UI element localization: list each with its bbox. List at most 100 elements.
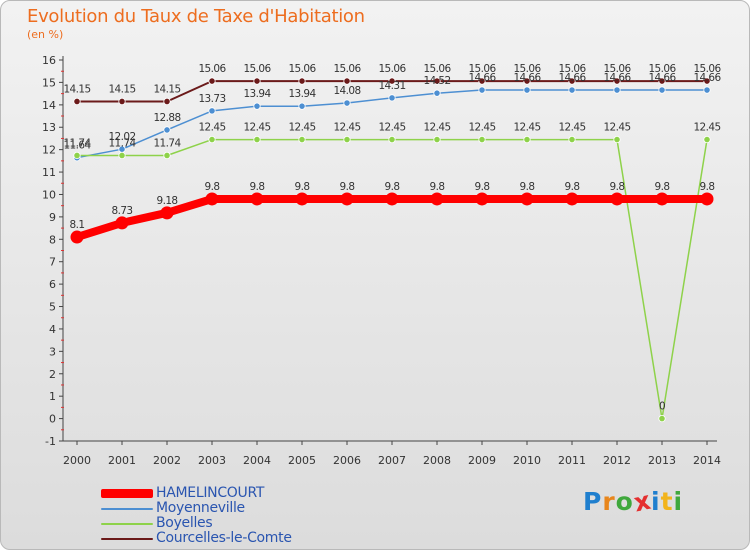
data-point-moyenneville	[568, 86, 576, 94]
data-label-hamelincourt: 9.8	[205, 181, 220, 193]
data-label-moyenneville: 12.02	[108, 131, 135, 143]
data-point-boyelles	[433, 135, 441, 144]
chart-title: Evolution du Taux de Taxe d'Habitation	[27, 6, 365, 27]
data-point-moyenneville	[703, 86, 711, 94]
data-label-courcelles-le-comte: 15.06	[243, 63, 271, 75]
data-label-moyenneville: 14.66	[558, 72, 586, 84]
data-labels: 8.1 8.73 9.18 9.8 9.8 9.8 9.8 9.8 9.8 9.8 9.8 9.8 9.…	[63, 63, 722, 413]
data-label-boyelles: 11.74	[63, 137, 91, 149]
x-tick-label: 2010	[513, 454, 541, 467]
proxiti-logo: Proxiti	[583, 486, 684, 518]
data-label-boyelles: 12.45	[423, 122, 450, 134]
data-label-courcelles-le-comte: 15.06	[198, 63, 226, 75]
data-label-boyelles: 12.45	[513, 122, 540, 134]
data-label-boyelles: 12.45	[243, 122, 270, 134]
legend-label: HAMELINCOURT	[156, 485, 265, 501]
data-point-courcelles-le-comte	[118, 97, 126, 106]
data-point-courcelles-le-comte	[433, 77, 441, 85]
data-label-moyenneville: 13.73	[198, 93, 225, 105]
y-tick-label: 10	[42, 188, 56, 201]
x-tick-label: 2012	[603, 454, 631, 467]
x-tick-label: 2008	[423, 454, 451, 467]
data-point-boyelles	[208, 135, 216, 144]
x-tick-label: 2011	[558, 454, 586, 467]
x-tick-label: 2006	[333, 454, 361, 467]
data-point-boyelles	[253, 135, 261, 144]
data-label-boyelles: 12.45	[558, 122, 585, 134]
data-point-boyelles	[613, 135, 621, 144]
data-point-moyenneville	[343, 99, 351, 107]
y-tick-label: 11	[42, 166, 56, 179]
data-point-boyelles	[343, 135, 351, 144]
data-point-hamelincourt	[475, 192, 489, 206]
data-point-boyelles	[118, 151, 126, 160]
y-tick-label: 14	[42, 99, 56, 112]
legend-swatch	[101, 489, 153, 498]
data-label-moyenneville: 14.52	[423, 75, 450, 87]
y-tick-label: 3	[49, 345, 56, 358]
data-label-courcelles-le-comte: 14.15	[153, 83, 180, 95]
data-point-hamelincourt	[295, 192, 309, 206]
data-point-boyelles	[478, 135, 486, 144]
data-point-boyelles	[388, 135, 396, 144]
data-label-hamelincourt: 9.8	[430, 181, 445, 193]
data-label-hamelincourt: 9.8	[565, 181, 580, 193]
y-tick-label: 1	[49, 390, 56, 403]
data-point-courcelles-le-comte	[253, 77, 261, 85]
data-label-boyelles: 11.74	[108, 137, 136, 149]
data-label-hamelincourt: 9.8	[295, 181, 310, 193]
data-label-hamelincourt: 9.8	[340, 181, 355, 193]
y-tick-label: 5	[49, 301, 56, 314]
data-point-courcelles-le-comte	[658, 77, 666, 85]
data-label-hamelincourt: 9.8	[475, 181, 490, 193]
data-point-courcelles-le-comte	[343, 77, 351, 85]
data-point-hamelincourt	[430, 192, 444, 206]
x-tick-label: 2002	[153, 454, 181, 467]
data-point-courcelles-le-comte	[568, 77, 576, 85]
y-tick-label: 2	[49, 368, 56, 381]
data-label-courcelles-le-comte: 15.06	[378, 63, 406, 75]
data-point-moyenneville	[658, 86, 666, 94]
data-label-courcelles-le-comte: 15.06	[468, 63, 496, 75]
data-point-boyelles	[73, 151, 81, 160]
logo-letter: r	[602, 487, 616, 516]
data-label-boyelles: 12.45	[693, 122, 720, 134]
data-label-courcelles-le-comte: 15.06	[648, 63, 676, 75]
data-label-courcelles-le-comte: 15.06	[423, 63, 451, 75]
data-point-courcelles-le-comte	[523, 77, 531, 85]
data-label-courcelles-le-comte: 14.15	[63, 83, 90, 95]
data-label-moyenneville: 13.94	[243, 88, 271, 100]
data-point-boyelles	[298, 135, 306, 144]
x-tick-label: 2004	[243, 454, 271, 467]
legend-swatch	[101, 538, 153, 540]
x-tick-label: 2000	[63, 454, 91, 467]
data-point-boyelles	[568, 135, 576, 144]
legend-swatch	[101, 523, 153, 525]
data-point-boyelles	[163, 151, 171, 160]
x-tick-label: 2007	[378, 454, 406, 467]
y-tick-label: 6	[49, 278, 56, 291]
data-label-hamelincourt: 8.1	[70, 219, 85, 231]
y-tick-label: -1	[45, 435, 56, 448]
data-point-moyenneville	[208, 107, 216, 115]
data-label-moyenneville: 14.66	[693, 72, 721, 84]
logo-letter: i	[673, 487, 684, 516]
data-point-boyelles	[523, 135, 531, 144]
data-label-moyenneville: 14.66	[603, 72, 631, 84]
data-point-courcelles-le-comte	[703, 77, 711, 85]
data-point-moyenneville	[433, 89, 441, 97]
data-point-hamelincourt	[70, 230, 84, 244]
data-point-hamelincourt	[205, 192, 219, 206]
data-point-moyenneville	[478, 86, 486, 94]
x-tick-label: 2013	[648, 454, 676, 467]
data-point-moyenneville	[613, 86, 621, 94]
data-point-hamelincourt	[655, 192, 669, 206]
data-label-courcelles-le-comte: 15.06	[693, 63, 721, 75]
logo-letter: i	[651, 487, 661, 516]
data-point-hamelincourt	[340, 192, 354, 206]
x-tick-label: 2005	[288, 454, 316, 467]
data-label-boyelles: 12.45	[288, 122, 315, 134]
